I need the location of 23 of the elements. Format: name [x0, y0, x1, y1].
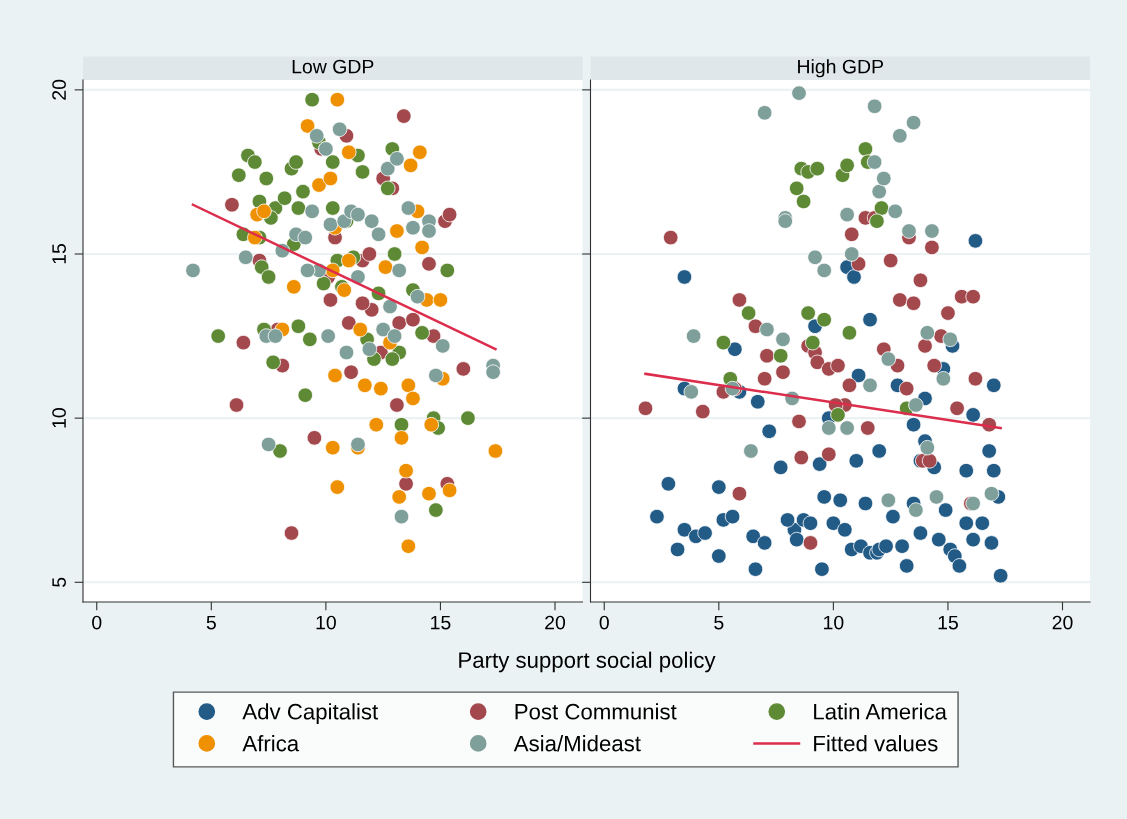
x-tick-label: 0 [599, 615, 609, 630]
legend-label: Post Communist [515, 703, 677, 720]
y-tick-label: 5 [52, 577, 66, 587]
chart-title: High GDP [798, 59, 883, 78]
x-tick-label: 15 [431, 615, 451, 630]
x-tick-label: 5 [714, 615, 724, 630]
legend-label: Fitted values [814, 735, 938, 752]
chart-title: Low GDP [292, 59, 374, 74]
x-tick-label: 20 [545, 615, 566, 630]
x-tick-label: 0 [92, 615, 102, 630]
x-tick-label: 5 [206, 615, 216, 630]
legend-label: Asia/Mideast [513, 735, 641, 752]
legend-label: Adv Capitalist [242, 703, 379, 724]
x-tick-label: 10 [824, 615, 844, 630]
y-tick-label: 10 [52, 408, 66, 428]
y-tick-label: 20 [52, 79, 66, 100]
y-tick-label: 15 [52, 244, 66, 264]
x-tick-label: 20 [1052, 615, 1073, 630]
x-axis-title: Party support social policy [459, 651, 716, 673]
legend-label: Africa [242, 735, 300, 752]
x-tick-label: 10 [316, 615, 336, 630]
legend-label: Latin America [814, 703, 947, 720]
x-tick-label: 15 [938, 615, 958, 630]
